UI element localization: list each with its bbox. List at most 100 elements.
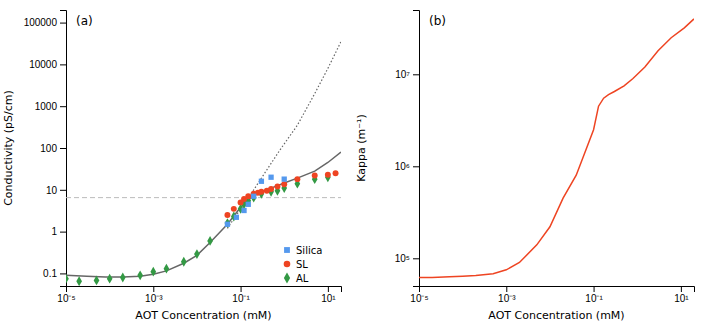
x-axis-title: AOT Concentration (mM) xyxy=(488,309,624,322)
x-axis-line xyxy=(420,287,695,293)
x-axis-tick-label: 10¹ xyxy=(674,293,689,304)
data-point xyxy=(94,275,100,285)
x-axis-title: AOT Concentration (mM) xyxy=(135,309,271,322)
data-point xyxy=(120,273,126,283)
data-line xyxy=(66,152,341,277)
legend: Silica SL AL xyxy=(284,245,323,284)
y-axis-tick-mark xyxy=(60,273,66,274)
y-axis-tick-mark xyxy=(413,166,419,167)
legend-label: Silica xyxy=(296,245,322,256)
legend-symbol xyxy=(284,261,291,268)
data-line xyxy=(227,42,341,229)
reference-line xyxy=(66,197,341,198)
x-axis-tick-mark xyxy=(681,286,682,292)
y-axis-tick-mark xyxy=(413,258,419,259)
x-axis-tick-mark xyxy=(594,286,595,292)
x-axis-tick-mark xyxy=(328,286,329,292)
y-axis-tick: 10⁵ xyxy=(395,253,419,264)
x-axis-tick-label: 10¹ xyxy=(321,293,336,304)
y-axis: 0.1110100100010000100000 xyxy=(24,11,67,287)
data-point xyxy=(281,181,287,187)
y-axis-tick-mark xyxy=(60,106,66,107)
x-axis-tick-label: 10⁻³ xyxy=(145,293,163,304)
x-axis-tick: 10⁻³ xyxy=(145,286,163,304)
legend-label: AL xyxy=(296,273,309,284)
data-point xyxy=(294,176,300,182)
x-axis-tick-mark xyxy=(241,286,242,292)
data-point xyxy=(282,176,287,181)
x-axis-line xyxy=(67,287,342,293)
y-axis-tick-mark xyxy=(60,190,66,191)
legend-symbol xyxy=(284,247,290,253)
y-axis-tick-mark xyxy=(60,148,66,149)
y-axis-tick-mark xyxy=(60,64,66,65)
data-point xyxy=(224,212,230,218)
data-point xyxy=(225,222,230,227)
data-point xyxy=(76,276,82,286)
x-axis-tick-mark xyxy=(153,286,154,292)
x-axis-tick-label: 10⁻³ xyxy=(498,293,516,304)
data-point xyxy=(274,184,280,190)
data-point xyxy=(325,172,331,182)
y-axis-title: Conductivity (pS/cm) xyxy=(2,90,15,206)
data-point xyxy=(164,264,170,274)
data-point xyxy=(225,218,231,228)
y-axis-tick: 10⁷ xyxy=(395,69,419,80)
y-axis-tick-label: 100000 xyxy=(24,17,58,28)
y-axis-tick: 10 xyxy=(46,185,66,196)
data-point xyxy=(234,215,239,220)
x-axis-tick-label: 10⁻¹ xyxy=(232,293,250,304)
y-axis-tick-mark xyxy=(413,74,419,75)
x-axis-tick: 10¹ xyxy=(321,286,336,304)
data-point xyxy=(137,270,143,280)
x-axis-tick: 10⁻⁵ xyxy=(57,286,75,304)
y-axis: 10⁵ 10⁶ 10⁷ xyxy=(395,11,420,287)
y-axis-tick: 1 xyxy=(51,226,66,237)
x-axis-tick-label: 10⁻¹ xyxy=(585,293,603,304)
data-point xyxy=(251,194,256,199)
x-axis-tick: 10⁻¹ xyxy=(232,286,250,304)
panel: 10⁻⁵10⁻³10⁻¹10¹0.1110100100010000100000A… xyxy=(2,11,342,323)
data-point xyxy=(259,179,264,184)
y-axis-tick-mark xyxy=(60,232,66,233)
y-axis-line xyxy=(413,11,420,287)
data-point xyxy=(245,193,251,199)
y-axis-title: Kappa (m⁻¹) xyxy=(355,114,368,181)
x-axis-tick-label: 10⁻⁵ xyxy=(410,293,428,304)
data-point xyxy=(241,208,246,213)
data-point xyxy=(333,170,339,176)
y-axis-tick: 10⁶ xyxy=(395,161,419,172)
data-point xyxy=(268,175,273,180)
plot-area xyxy=(419,19,694,277)
data-point xyxy=(251,193,257,203)
y-axis-tick-label: 100 xyxy=(40,143,57,154)
data-line xyxy=(419,19,694,277)
y-axis-tick: 10000 xyxy=(29,59,66,70)
x-axis-tick: 10⁻⁵ xyxy=(410,286,428,304)
data-point xyxy=(194,249,200,259)
data-point xyxy=(181,257,187,267)
plot-area xyxy=(66,42,341,286)
x-axis-tick: 10⁻³ xyxy=(498,286,516,304)
y-axis-tick: 0.1 xyxy=(43,268,66,279)
data-point xyxy=(325,172,331,178)
y-axis-tick-label: 10⁵ xyxy=(395,253,410,264)
y-axis-tick-label: 10000 xyxy=(29,59,57,70)
x-axis: 10⁻⁵ 10⁻³ 10⁻¹ 10¹ xyxy=(57,286,341,304)
panel-title: (b) xyxy=(429,14,446,28)
y-axis-tick-label: 0.1 xyxy=(43,268,57,279)
data-point xyxy=(258,189,264,195)
chart-svg: 10⁻⁵10⁻³10⁻¹10¹0.1110100100010000100000A… xyxy=(0,0,706,324)
y-axis-tick-label: 10⁷ xyxy=(395,69,410,80)
y-axis-tick: 100 xyxy=(40,143,66,154)
data-point xyxy=(231,206,237,212)
panel: 10⁻⁵ 10⁻³ 10⁻¹ 10¹ 10⁵ 10⁶ 10⁷ AOT Concentratio… xyxy=(355,11,695,323)
y-axis-tick-mark xyxy=(60,23,66,24)
y-axis-tick-label: 10 xyxy=(46,185,58,196)
legend-label: SL xyxy=(296,259,308,270)
data-point xyxy=(246,202,251,207)
data-point xyxy=(107,274,113,284)
y-axis-line xyxy=(60,11,67,287)
x-axis-tick: 10¹ xyxy=(674,286,689,304)
data-point xyxy=(66,274,69,284)
